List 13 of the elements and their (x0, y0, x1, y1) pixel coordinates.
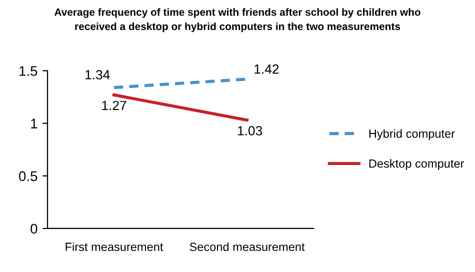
legend-label: Desktop computer (369, 159, 464, 170)
y-tick-label: 1 (31, 118, 38, 128)
y-tick-label: 0 (30, 224, 38, 234)
x-tick-label: First measurement (66, 242, 164, 252)
data-label: 1.34 (86, 70, 110, 80)
data-label: 1.27 (102, 100, 126, 110)
data-label: 1.42 (254, 64, 279, 74)
chart-title: Average frequency of time spent with friends after school by children who received a desktop or hybrid computers in the two measurements (54, 8, 420, 32)
x-tick-label: Second measurement (190, 242, 305, 252)
y-tick-label: 0.5 (19, 171, 38, 182)
legend-label: Hybrid computer (369, 129, 455, 140)
data-label: 1.03 (238, 126, 262, 136)
y-tick-label: 1.5 (20, 66, 38, 76)
